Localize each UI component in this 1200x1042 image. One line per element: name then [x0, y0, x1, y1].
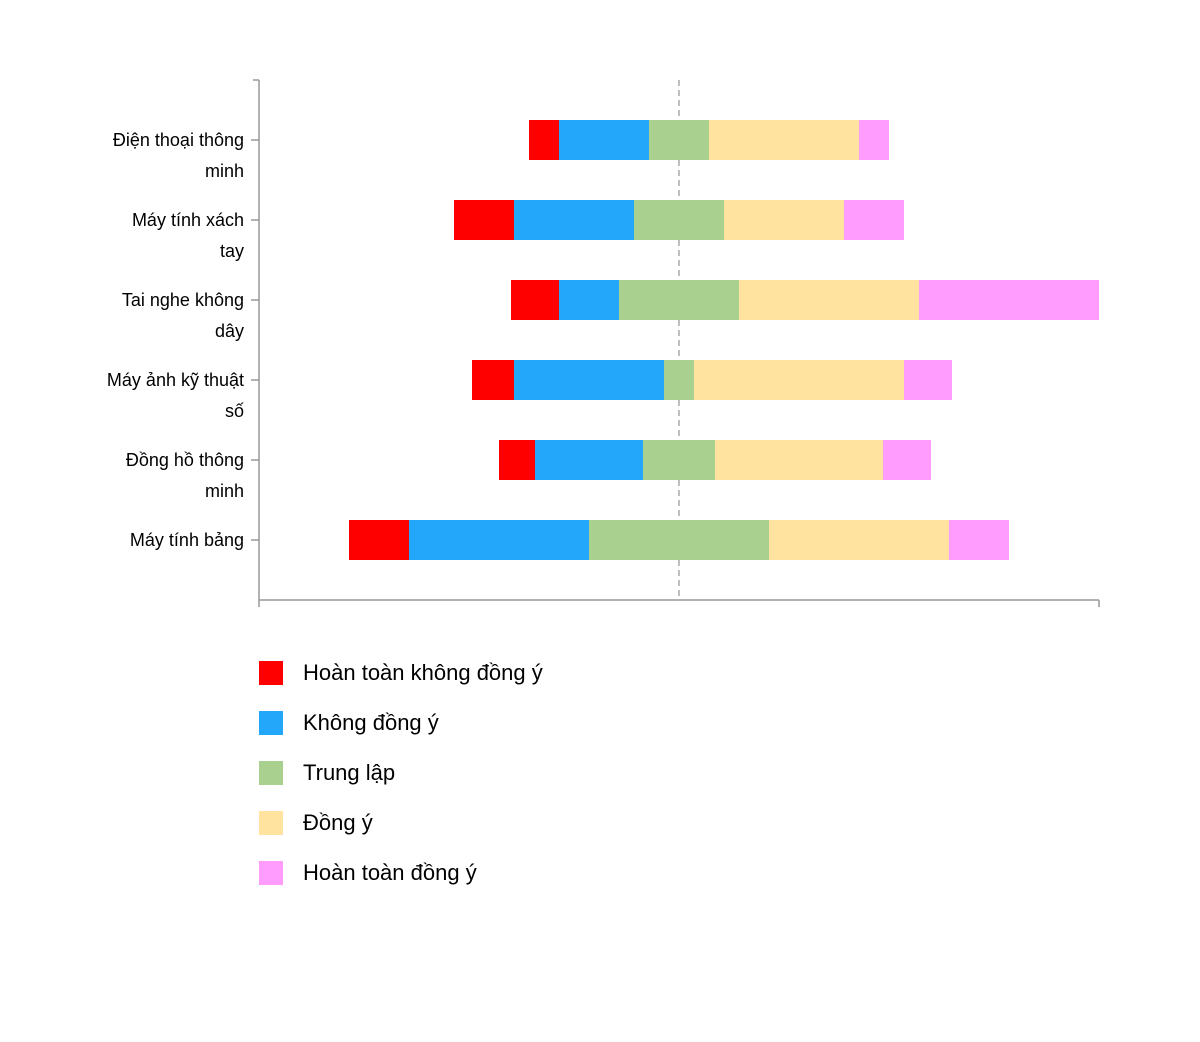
- bar-segment: [559, 120, 649, 160]
- legend-label: Trung lập: [303, 760, 396, 785]
- bar-segment: [349, 520, 409, 560]
- bar-segment: [454, 200, 514, 240]
- bar-segment: [724, 200, 844, 240]
- bar-segment: [739, 280, 919, 320]
- bar-segment: [634, 200, 724, 240]
- y-tick-label: Đồng hồ thông minh: [125, 449, 244, 501]
- bar-segment: [709, 120, 859, 160]
- y-tick-label: Máy tính bảng: [129, 529, 244, 550]
- bar-segment: [919, 280, 1099, 320]
- bar-segment: [844, 200, 904, 240]
- bar-segment: [769, 520, 949, 560]
- bar-segment: [499, 440, 535, 480]
- bar-segment: [664, 360, 694, 400]
- legend-label: Đồng ý: [303, 810, 373, 835]
- legend-swatch: [259, 661, 283, 685]
- y-tick-label: Máy ảnh kỹ thuật số: [106, 369, 244, 421]
- bar-segment: [949, 520, 1009, 560]
- legend-label: Hoàn toàn đồng ý: [303, 860, 477, 885]
- bar-segment: [529, 120, 559, 160]
- legend-swatch: [259, 861, 283, 885]
- bar-segment: [883, 440, 931, 480]
- bar-segment: [715, 440, 883, 480]
- bar-segment: [859, 120, 889, 160]
- bar-segment: [649, 120, 709, 160]
- y-tick-label: Điện thoại thông minh: [112, 129, 244, 181]
- bar-segment: [619, 280, 739, 320]
- bar-segment: [694, 360, 904, 400]
- bar-segment: [904, 360, 952, 400]
- legend-swatch: [259, 761, 283, 785]
- bar-segment: [559, 280, 619, 320]
- bar-segment: [472, 360, 514, 400]
- bar-segment: [514, 360, 664, 400]
- legend-swatch: [259, 711, 283, 735]
- y-tick-label: Máy tính xách tay: [131, 209, 244, 261]
- legend-label: Hoàn toàn không đồng ý: [303, 660, 543, 685]
- bar-segment: [643, 440, 715, 480]
- y-tick-label: Tai nghe không dây: [121, 289, 244, 341]
- bar-segment: [589, 520, 769, 560]
- bar-segment: [535, 440, 643, 480]
- legend-swatch: [259, 811, 283, 835]
- legend-label: Không đồng ý: [303, 710, 439, 735]
- bar-segment: [511, 280, 559, 320]
- bar-segment: [514, 200, 634, 240]
- bar-segment: [409, 520, 589, 560]
